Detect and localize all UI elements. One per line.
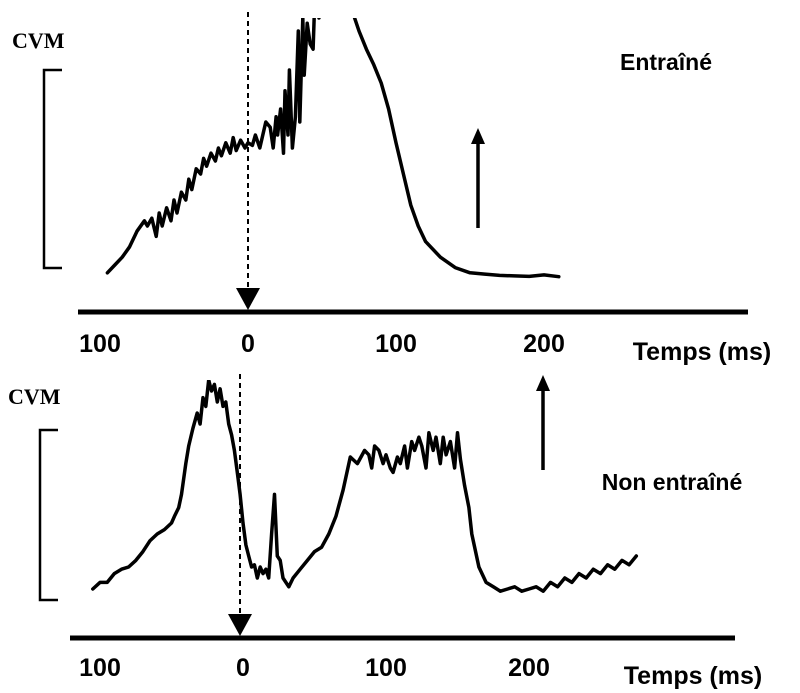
- x-tick-label-0-3: 200: [523, 330, 565, 358]
- x-tick-label-1-0: 100: [79, 654, 121, 682]
- y-axis-label-0: CVM: [12, 28, 65, 53]
- x-tick-label-0-1: 0: [241, 330, 255, 358]
- condition-label-1: Non entraîné: [602, 469, 743, 495]
- up-arrow-head-1: [536, 375, 550, 391]
- emg-trace-1-0: [91, 380, 639, 593]
- onset-marker-0: [236, 288, 260, 310]
- x-tick-label-1-2: 100: [365, 654, 407, 682]
- onset-marker-1: [228, 614, 252, 636]
- x-tick-label-0-2: 100: [375, 330, 417, 358]
- x-axis-label-1: Temps (ms): [624, 662, 762, 690]
- up-arrow-head-0: [471, 128, 485, 144]
- amplitude-scale-bracket-1: [38, 428, 58, 602]
- y-axis-label-1: CVM: [8, 384, 61, 409]
- x-axis-label-0: Temps (ms): [633, 338, 771, 366]
- x-tick-label-1-1: 0: [236, 654, 250, 682]
- x-tick-label-1-3: 200: [508, 654, 550, 682]
- condition-label-0: Entraîné: [620, 49, 712, 75]
- x-tick-label-0-0: 100: [79, 330, 121, 358]
- emg-trace-0-0: [105, 18, 561, 279]
- amplitude-scale-bracket-0: [42, 68, 62, 270]
